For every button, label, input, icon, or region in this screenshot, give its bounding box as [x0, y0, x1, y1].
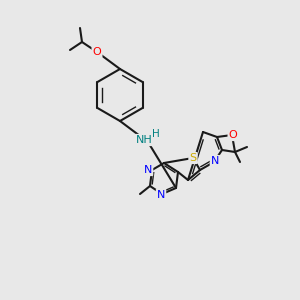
Text: NH: NH: [136, 135, 152, 145]
Text: N: N: [157, 190, 165, 200]
Text: O: O: [93, 47, 101, 57]
Text: N: N: [211, 156, 219, 166]
Text: O: O: [229, 130, 237, 140]
Text: H: H: [152, 129, 160, 139]
Text: N: N: [144, 165, 152, 175]
Text: S: S: [189, 153, 197, 163]
